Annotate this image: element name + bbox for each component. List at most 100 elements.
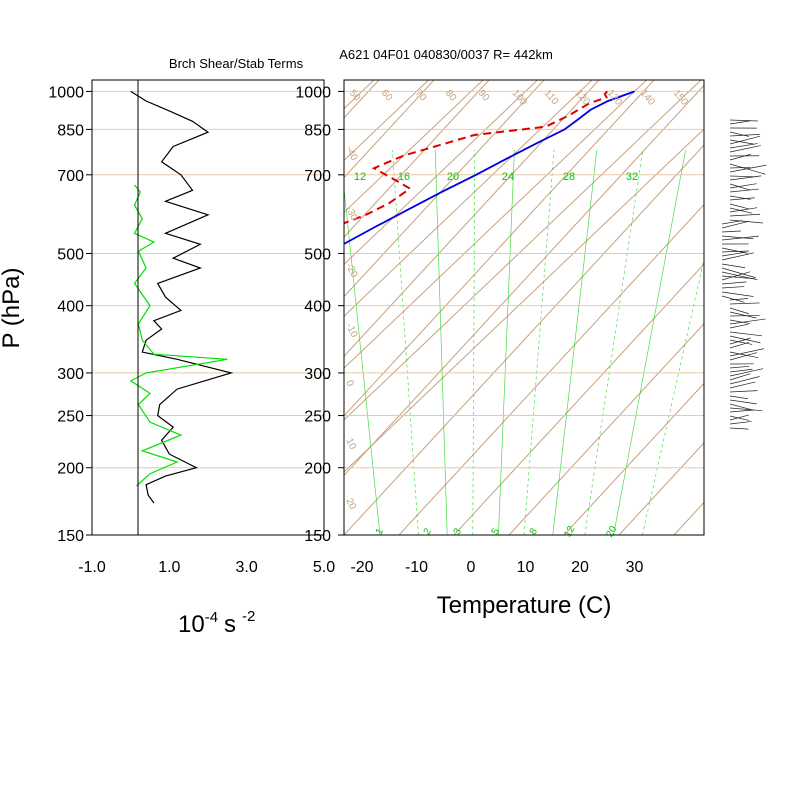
adiabat-line [0, 80, 269, 535]
wind-barb [729, 318, 766, 325]
wind-barb [729, 139, 754, 145]
wind-barb [729, 307, 750, 315]
adiabat-line [729, 80, 800, 535]
wind-barb [721, 286, 745, 289]
adiabat-line [453, 263, 704, 535]
wind-barb [729, 163, 766, 175]
temperature-axis-label: Temperature (C) [437, 592, 612, 619]
mixing-ratio-line [552, 149, 598, 535]
mixing-ratio-label: 32 [626, 171, 638, 183]
wind-barb [729, 376, 760, 385]
wind-barb [729, 368, 753, 373]
left-panel-frame [91, 79, 325, 536]
isotherm-label: 20 [343, 497, 358, 512]
left-xlabel-exp2: -2 [242, 608, 255, 625]
mixing-ratio-label: 3 [452, 526, 465, 537]
mixing-ratio-label: 1 [374, 526, 387, 537]
wind-barb [729, 339, 753, 345]
pressure-tick-label: 400 [57, 299, 84, 316]
adiabat-line [344, 80, 600, 357]
wind-barb [721, 263, 746, 269]
mixing-ratio-line [584, 149, 644, 535]
wind-barb [721, 291, 754, 297]
adiabat-line [344, 80, 545, 298]
isotherm-label: -30 [343, 205, 359, 223]
mixing-ratio-line [642, 257, 704, 535]
skewt-plot [344, 90, 635, 245]
temperature-tick-label: 0 [467, 559, 476, 576]
left-x-tick-label: 3.0 [236, 559, 258, 576]
adiabat-label: 90 [476, 88, 492, 104]
wind-barb [721, 230, 741, 233]
mixing-ratio-label: 5 [490, 526, 503, 537]
wind-barb [729, 135, 761, 145]
green-profile-line [129, 184, 228, 487]
pressure-tick-label: 700 [57, 168, 84, 185]
mixing-ratio-line [392, 149, 419, 535]
adiabat-label: 150 [671, 88, 690, 108]
adiabat-label: 50 [347, 88, 363, 104]
isotherm-line [0, 80, 210, 535]
adiabat-line [344, 80, 655, 417]
wind-barb [729, 195, 751, 200]
mixing-ratio-line [523, 149, 555, 535]
wind-barb [729, 337, 751, 345]
wind-barb [729, 351, 759, 359]
wind-barb [729, 175, 762, 181]
mixing-ratio-label: 2 [422, 526, 435, 537]
wind-barb [729, 331, 762, 337]
pressure-tick-label: 150 [304, 528, 331, 545]
isotherm-label: -20 [343, 262, 359, 280]
mixing-ratio-label: 28 [563, 171, 575, 183]
pressure-tick-label: 150 [57, 528, 84, 545]
pressure-tick-label: 200 [304, 461, 331, 478]
wind-barb [729, 414, 750, 421]
wind-barb [729, 395, 749, 400]
pressure-tick-label: 250 [57, 409, 84, 426]
skewt-pressure-gridlines [344, 90, 704, 536]
wind-barb [721, 235, 759, 241]
adiabat-line [344, 80, 490, 238]
isotherm-line [0, 80, 319, 535]
left-xlabel-unit: s [224, 611, 236, 638]
mixing-ratio-label: 12 [354, 171, 366, 183]
wind-barb [729, 164, 767, 173]
mixing-ratio-line [613, 149, 686, 535]
wind-barb [729, 213, 761, 217]
adiabat-label: 140 [638, 88, 657, 108]
wind-barb [729, 145, 761, 153]
pressure-tick-label: 850 [57, 122, 84, 139]
wind-barb [729, 373, 751, 381]
adiabat-line [344, 144, 704, 535]
left-x-tick-label: 5.0 [313, 559, 335, 576]
wind-barb [729, 143, 758, 149]
wind-barb [729, 323, 749, 329]
wind-barb [721, 251, 746, 257]
skewt-line-labels: 50 60 70 80 90 100 110 120 130 140 150-40-30-20-10… [343, 88, 690, 539]
pressure-tick-label: 300 [304, 366, 331, 383]
mixing-ratio-line [344, 185, 381, 535]
pressure-tick-label: 200 [57, 461, 84, 478]
adiabat-line [784, 80, 800, 535]
adiabat-line [344, 80, 435, 179]
temperature-tick-label: 30 [626, 559, 644, 576]
black-profile-line [130, 90, 234, 504]
skewt-background-lines [0, 80, 800, 535]
wind-barb [729, 390, 758, 393]
mixing-ratio-line [498, 149, 515, 535]
y-axis-label: P (hPa) [0, 268, 25, 349]
adiabat-line [344, 84, 704, 477]
adiabat-line [0, 80, 214, 535]
left-x-tick-label: -1.0 [78, 559, 106, 576]
wind-barb [729, 415, 750, 421]
temperature-tick-label: 10 [517, 559, 535, 576]
mixing-ratio-line [472, 149, 476, 535]
wind-barb [721, 281, 747, 285]
wind-barb [729, 352, 757, 361]
isotherm-line [344, 80, 538, 265]
adiabat-line [673, 501, 704, 535]
temperature-profile-line [344, 90, 635, 245]
wind-barb [729, 381, 756, 389]
mixing-ratio-label: 24 [502, 171, 514, 183]
skewt-frame [343, 79, 705, 536]
